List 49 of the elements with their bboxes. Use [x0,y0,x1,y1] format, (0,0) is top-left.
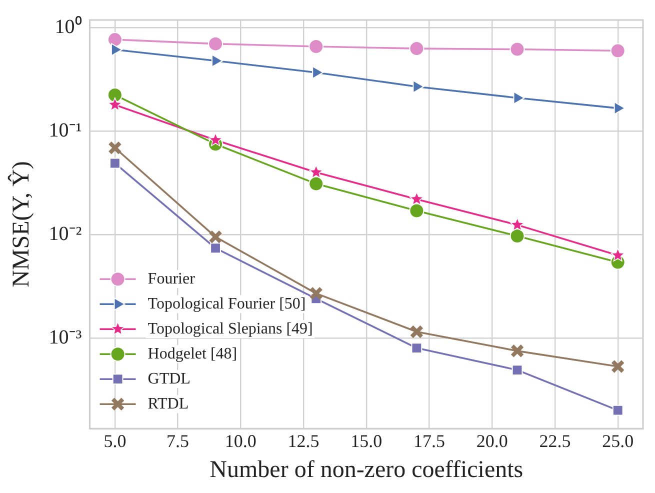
x-tick-label: 17.5 [414,431,446,452]
point [510,42,525,57]
point [409,203,424,218]
legend-label: RTDL [148,395,189,412]
point [308,176,324,192]
point [109,158,120,169]
legend-label: Fourier [148,270,196,288]
point [610,248,625,262]
legend-label: Topological Fourier [50] [148,295,306,312]
point [410,192,424,206]
point [110,43,122,56]
point [610,43,626,58]
point [610,360,625,374]
point [208,230,222,244]
point [510,344,524,358]
point [210,242,221,254]
point [510,228,525,244]
x-tick-label: 15.0 [350,431,382,452]
x-tick-label: 12.5 [288,431,320,452]
x-tick-label: 20.0 [476,431,508,452]
y-tick-label: 10⁻³ [48,326,82,348]
y-tick-label: 10⁻² [48,222,82,245]
point [108,97,122,111]
x-tick-label: 10.0 [224,431,256,452]
y-tick-label: 10⁰ [54,15,82,38]
legend-label: GTDL [148,370,190,388]
point [409,41,424,56]
point [309,164,324,178]
point [411,342,422,354]
point [108,140,122,155]
legend-label: Topological Slepians [49] [148,320,313,338]
point [410,324,424,339]
x-tick-label: 22.5 [539,431,571,452]
point [208,132,223,146]
y-axis-title: NMSE(Y, Ŷ) [8,161,35,288]
point [107,32,122,48]
y-tick-label: 10⁻¹ [48,119,82,142]
legend-label: Hodgelet [48] [148,345,238,362]
point [308,38,324,54]
point [309,286,324,300]
x-tick-label: 25.0 [602,431,634,452]
x-axis-title: Number of non-zero coefficients [210,456,524,483]
x-tick-label: 5.0 [104,431,126,452]
point [107,87,122,102]
point [612,404,624,416]
point [512,364,523,376]
x-tick-label: 7.5 [166,431,190,452]
point [510,218,524,232]
point [208,36,224,52]
